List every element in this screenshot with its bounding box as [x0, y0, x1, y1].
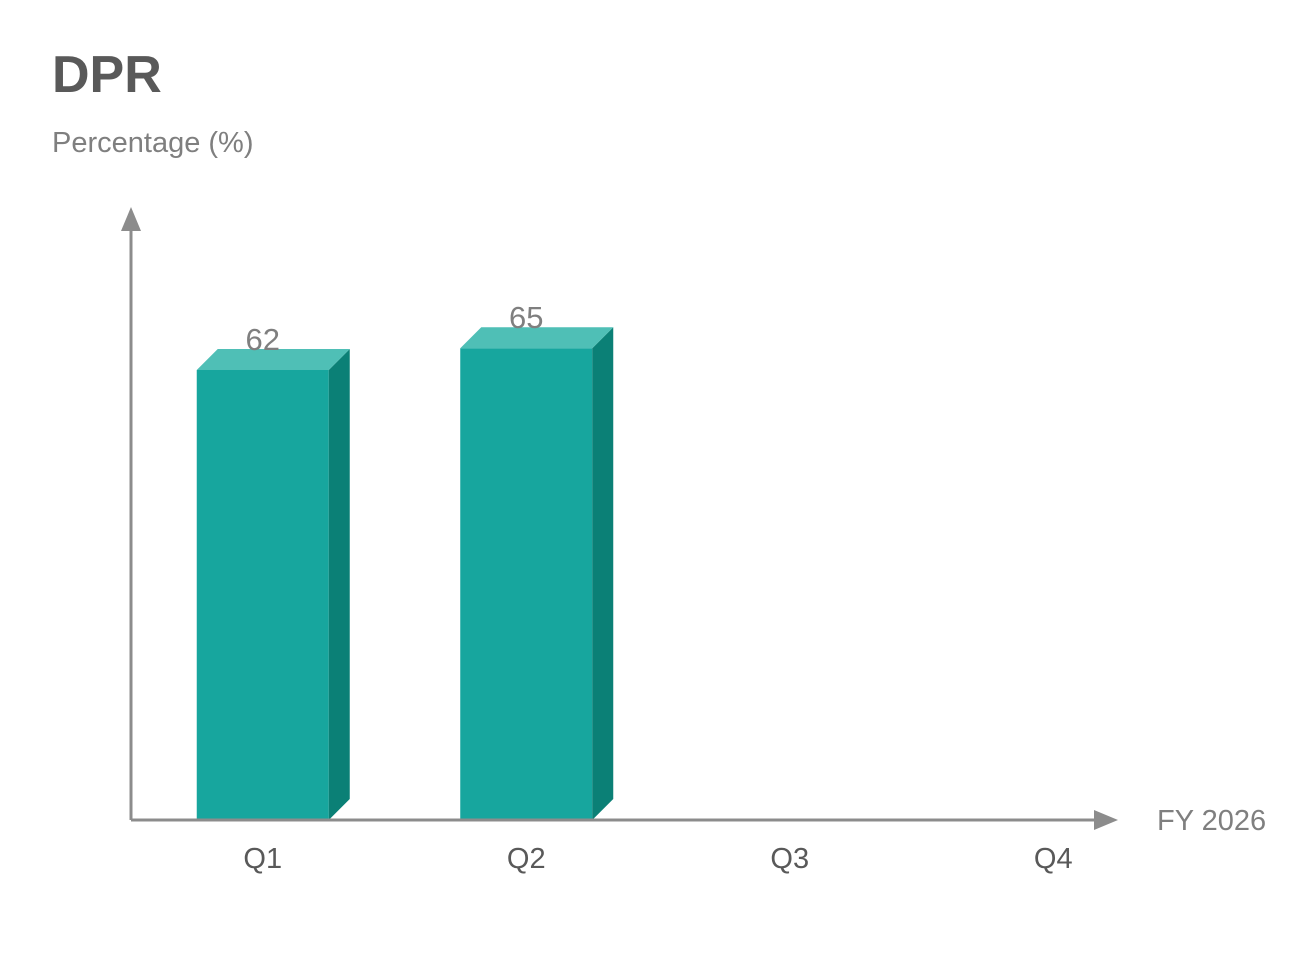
x-tick-labels: Q1 Q2 Q3 Q4: [243, 843, 1072, 875]
value-label-q1: 62: [246, 322, 280, 357]
x-tick-label-q3: Q3: [770, 843, 809, 875]
bar-q2: [460, 327, 614, 820]
bar-q1: [196, 349, 350, 820]
y-axis-label: Percentage (%): [52, 127, 254, 159]
bar-front-q2: [460, 348, 593, 820]
bar-side-q1: [328, 349, 350, 820]
x-tick-label-q2: Q2: [507, 843, 546, 875]
bar-front-q1: [196, 370, 329, 820]
x-axis-arrow-icon: [1094, 810, 1118, 830]
x-tick-label-q1: Q1: [243, 843, 282, 875]
bars-group: 62 65: [196, 300, 614, 820]
bar-top-q2: [460, 327, 614, 349]
bar-top-q1: [196, 349, 350, 370]
chart-title: DPR: [52, 46, 162, 104]
x-axis-label: FY 2026: [1157, 805, 1266, 837]
y-axis-arrow-icon: [121, 207, 141, 231]
x-tick-label-q4: Q4: [1034, 843, 1073, 875]
bar-side-q2: [592, 327, 614, 820]
value-label-q2: 65: [509, 300, 543, 335]
